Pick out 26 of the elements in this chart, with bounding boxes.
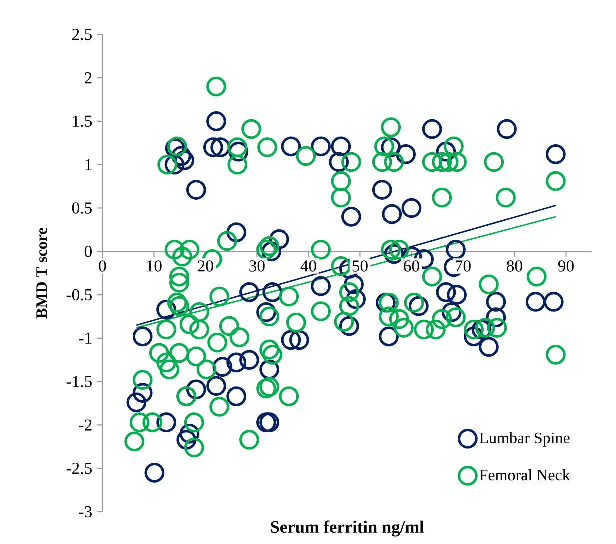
y-tick-label: 0: [84, 246, 92, 258]
y-tick-label: 2.5: [72, 29, 92, 40]
y-tick-label: 2: [85, 72, 92, 84]
x-tick-label: 0: [99, 260, 106, 272]
y-axis-title: BMD T score: [36, 228, 48, 319]
x-tick-label: 80: [507, 260, 522, 272]
y-tick-label: -2.5: [66, 462, 92, 474]
x-tick-label: 50: [352, 260, 368, 272]
y-tick-label: 1.5: [73, 116, 92, 128]
y-tick-label: -1.5: [66, 376, 92, 388]
y-tick-label: -1: [79, 332, 92, 344]
x-tick-label: 30: [250, 260, 265, 272]
x-tick-label: 10: [147, 260, 162, 272]
y-tick-label: -3: [79, 506, 92, 518]
y-tick-label: 0.5: [72, 202, 92, 214]
y-tick-label: 1: [86, 159, 92, 170]
legend-label: Lumbar Spine: [480, 432, 570, 447]
x-tick-label: 90: [558, 260, 574, 272]
x-tick-label: 20: [198, 260, 214, 272]
y-tick-label: -2: [79, 420, 92, 431]
x-axis-title: Serum ferritin ng/ml: [271, 520, 424, 537]
x-tick-label: 40: [300, 260, 316, 272]
x-tick-label: 60: [404, 260, 420, 272]
y-tick-label: -0.5: [66, 289, 92, 301]
legend-label: Femoral Neck: [480, 469, 570, 481]
x-tick-label: 70: [456, 260, 471, 272]
